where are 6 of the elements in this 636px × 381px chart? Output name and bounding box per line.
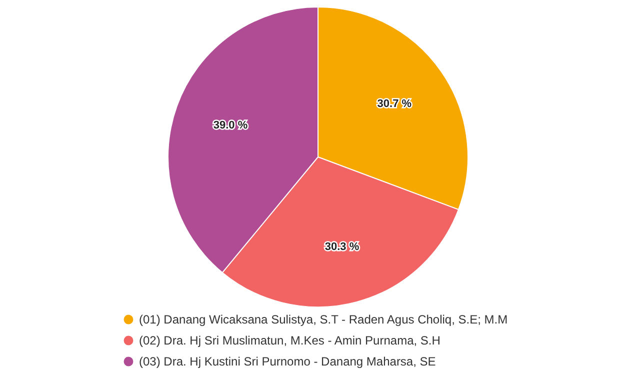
- data-label: 30.7 %: [377, 98, 412, 110]
- data-label: 39.0 %: [213, 119, 248, 132]
- data-label: 30.3 %: [324, 240, 360, 253]
- legend-label: (03) Dra. Hj Kustini Sri Purnomo - Danang Maharsa, SE: [139, 354, 436, 368]
- legend-label: (02) Dra. Hj Sri Muslimatun, M.Kes - Amin Purnama, S.H: [139, 334, 440, 348]
- legend-label: (01) Danang Wicaksana Sulistya, S.T - Raden Agus Choliq, S.E; M.M: [139, 312, 508, 326]
